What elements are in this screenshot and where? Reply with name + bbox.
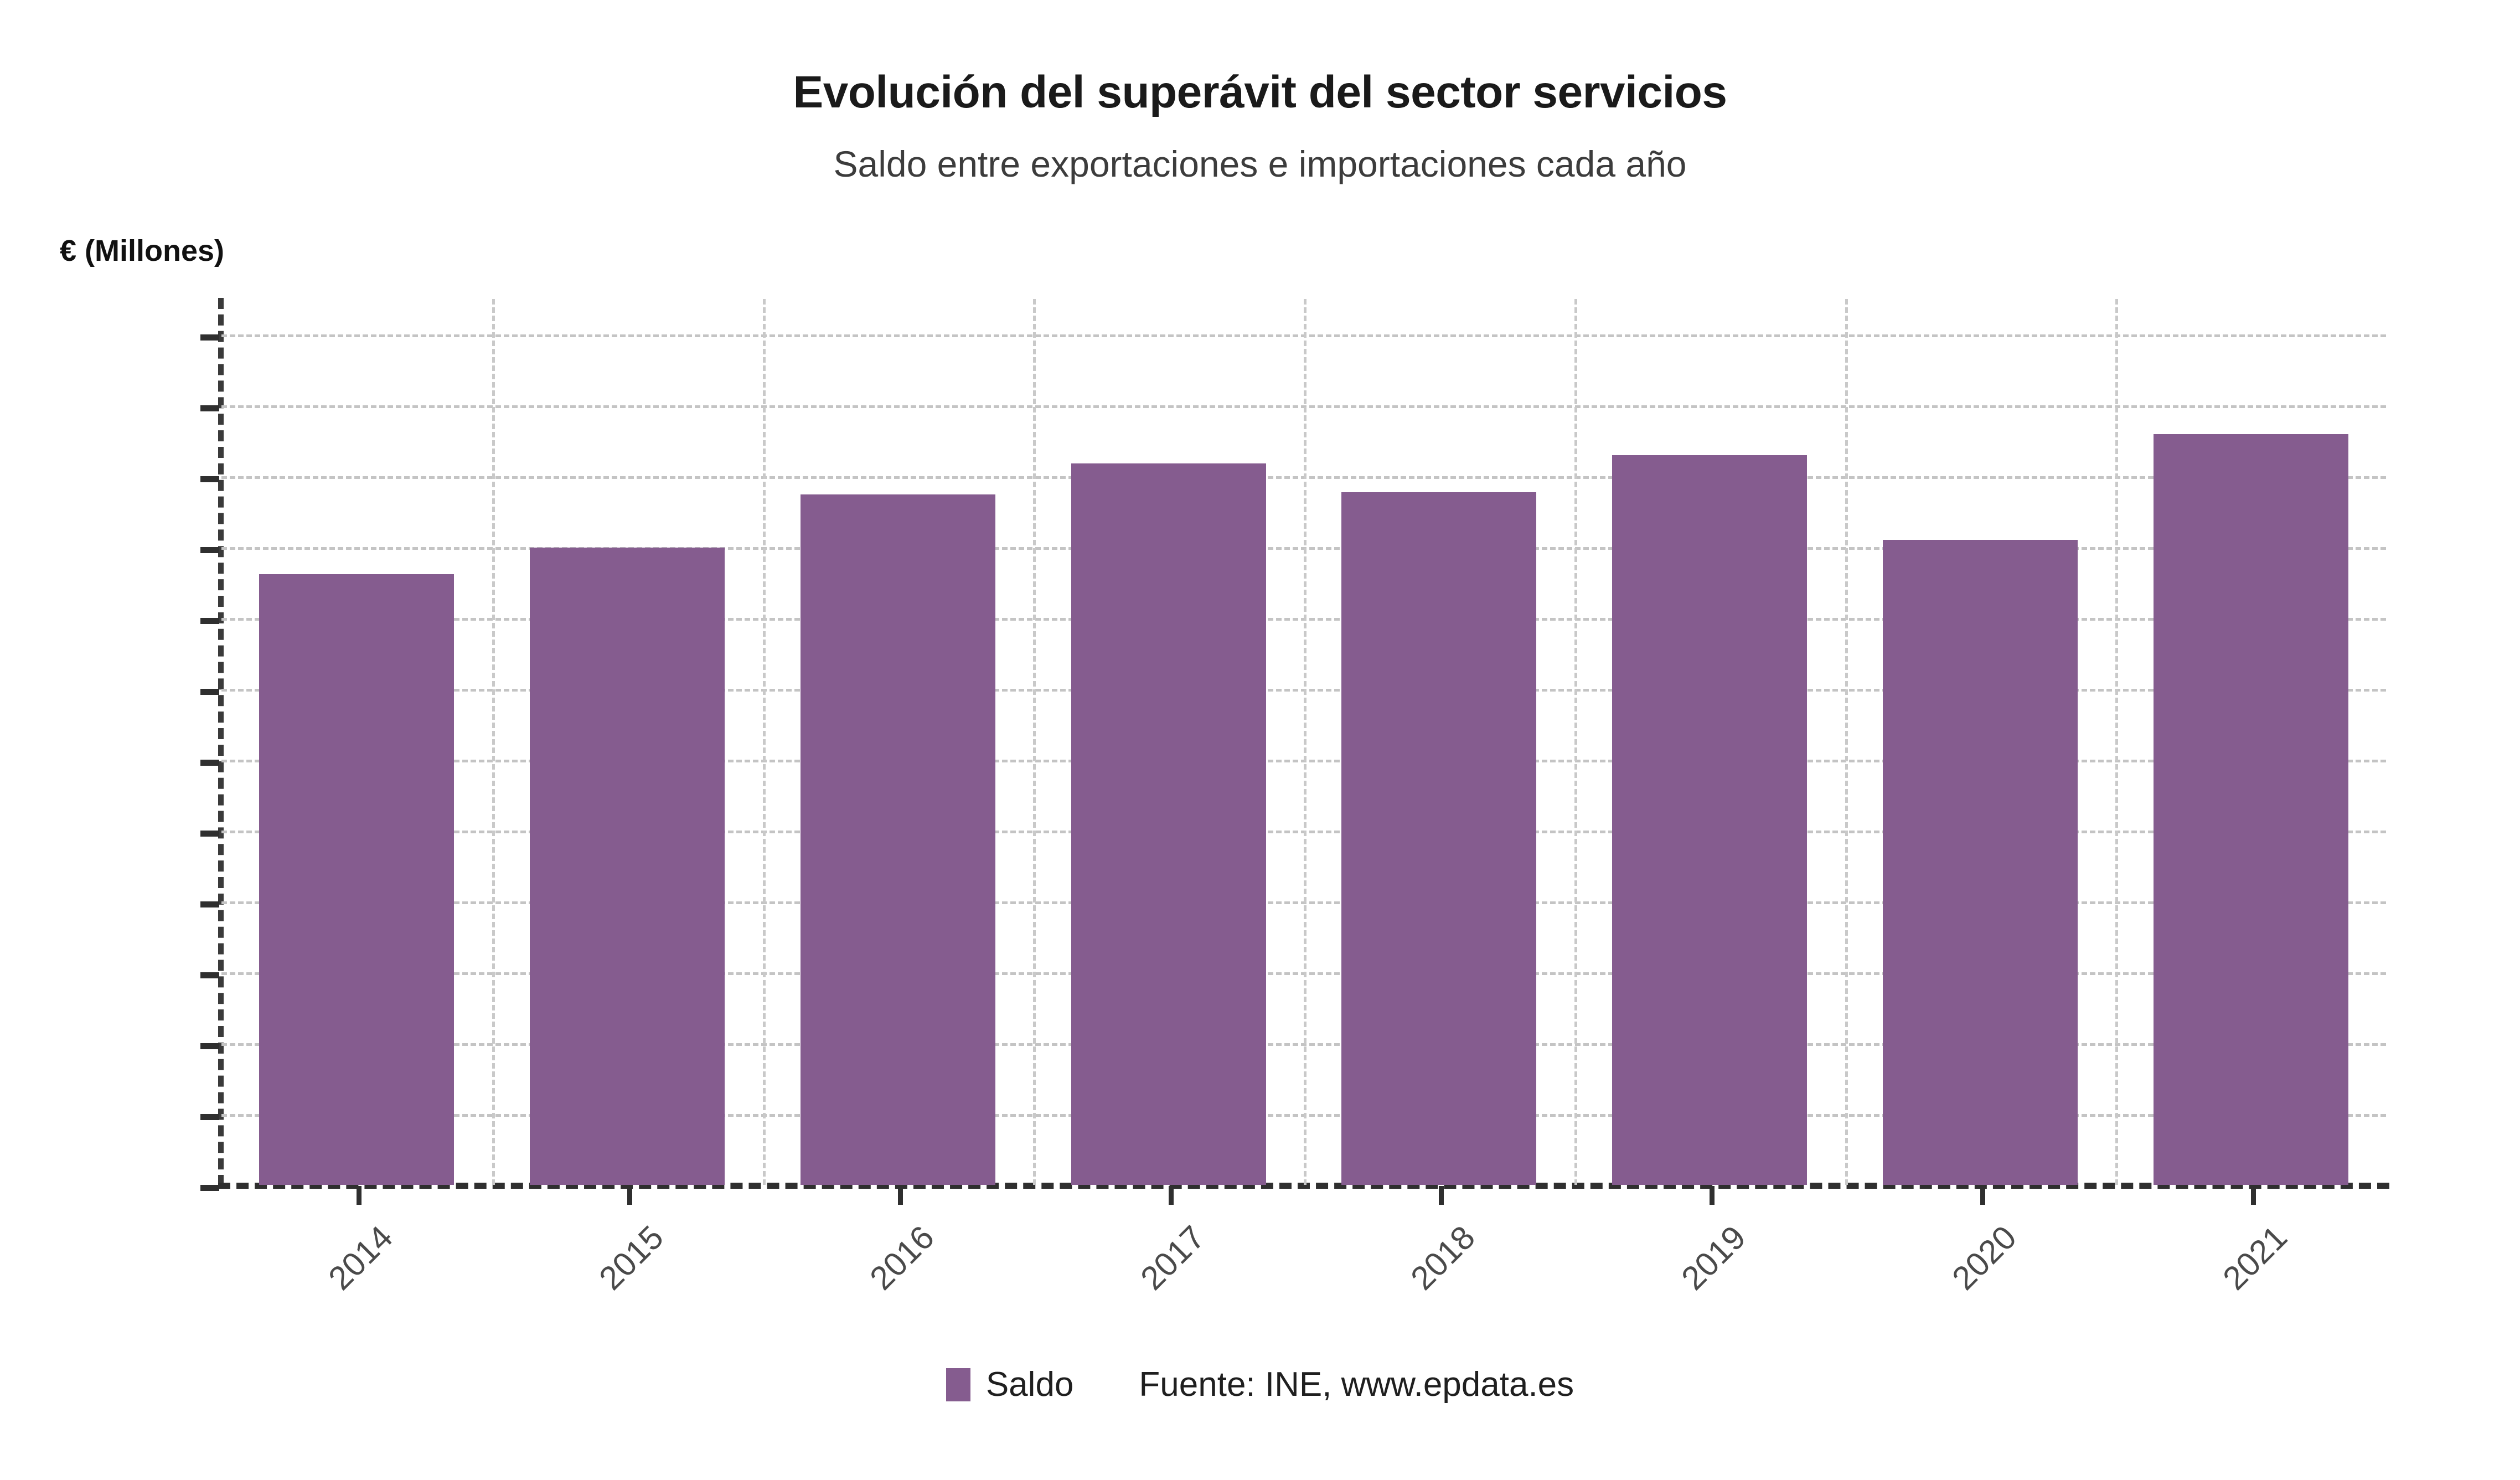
- y-tick-mark: [200, 334, 219, 341]
- chart-footer: Saldo Fuente: INE, www.epdata.es: [0, 1365, 2520, 1404]
- x-gridline: [1033, 299, 1036, 1185]
- x-tick-mark: [897, 1186, 903, 1205]
- y-tick-mark: [200, 760, 219, 766]
- bar-2018[interactable]: [1341, 492, 1537, 1185]
- bar-2015[interactable]: [530, 548, 725, 1185]
- bar-2016[interactable]: [800, 494, 995, 1185]
- x-tick-mark: [357, 1186, 362, 1205]
- x-tick-label-2018: 2018: [1403, 1218, 1483, 1297]
- x-gridline: [1574, 299, 1577, 1185]
- y-tick-mark: [200, 831, 219, 837]
- x-axis-line: [218, 1183, 2389, 1189]
- x-tick-mark: [627, 1186, 633, 1205]
- source-attribution: Fuente: INE, www.epdata.es: [1139, 1365, 1574, 1404]
- x-gridline: [1845, 299, 1848, 1185]
- x-tick-label-2016: 2016: [863, 1218, 941, 1297]
- y-axis-unit-label: € (Millones): [60, 234, 225, 267]
- x-tick-mark: [1710, 1186, 1715, 1205]
- y-tick-mark: [200, 689, 219, 695]
- x-tick-mark: [1168, 1186, 1174, 1205]
- bar-2021[interactable]: [2153, 434, 2348, 1185]
- x-tick-label-2021: 2021: [2215, 1218, 2294, 1297]
- x-tick-label-2017: 2017: [1133, 1218, 1212, 1297]
- x-tick-label-2019: 2019: [1674, 1218, 1753, 1297]
- bar-2017[interactable]: [1071, 463, 1266, 1185]
- x-gridline: [492, 299, 495, 1185]
- x-gridline: [762, 299, 766, 1185]
- y-tick-mark: [200, 1043, 219, 1049]
- y-tick-mark: [200, 618, 219, 624]
- y-tick-mark: [200, 1114, 219, 1120]
- bar-2020[interactable]: [1882, 540, 2078, 1185]
- plot-area: 02.0004.0006.0008.00010.00012.00014.0001…: [200, 298, 2389, 1297]
- bar-2019[interactable]: [1612, 455, 1808, 1185]
- legend-label: Saldo: [985, 1365, 1074, 1404]
- bar-2014[interactable]: [259, 574, 455, 1185]
- x-tick-mark: [2250, 1186, 2256, 1205]
- x-tick-label-2014: 2014: [321, 1218, 400, 1297]
- y-tick-mark: [200, 972, 219, 978]
- y-tick-mark: [200, 1185, 219, 1191]
- y-tick-mark: [200, 901, 219, 907]
- x-tick-mark: [1980, 1186, 1985, 1205]
- chart-subtitle: Saldo entre exportaciones e importacione…: [833, 143, 1687, 184]
- y-tick-mark: [200, 405, 219, 411]
- chart-title: Evolución del superávit del sector servi…: [793, 67, 1728, 117]
- x-tick-mark: [1439, 1186, 1444, 1205]
- x-tick-label-2020: 2020: [1945, 1218, 2023, 1297]
- x-gridline: [1304, 299, 1307, 1185]
- y-tick-mark: [200, 547, 219, 553]
- y-tick-mark: [200, 476, 219, 482]
- y-axis-line: [218, 298, 224, 1186]
- legend-entry-saldo[interactable]: Saldo: [946, 1365, 1074, 1404]
- x-gridline: [2115, 299, 2119, 1185]
- legend-color-swatch: [946, 1368, 970, 1401]
- x-tick-label-2015: 2015: [592, 1218, 671, 1297]
